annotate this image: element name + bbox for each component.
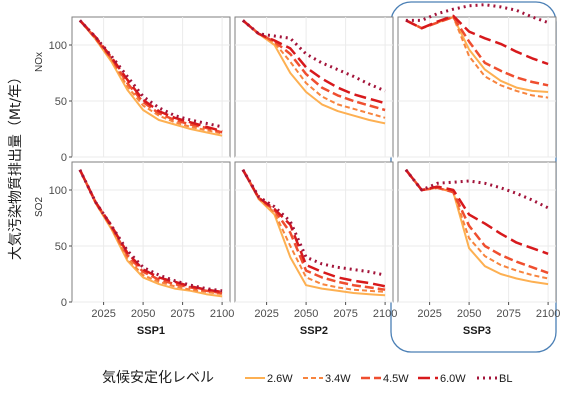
legend-label: 2.6W: [267, 373, 293, 385]
panel-frame: [397, 16, 557, 158]
x-tick-label: 2075: [333, 308, 357, 320]
y-tick-label: 0: [61, 297, 67, 309]
series-line-60w: [241, 169, 386, 288]
y-tick-label: 0: [61, 152, 67, 164]
legend-item-26w: 2.6W: [245, 373, 293, 385]
x-tick-label: 2100: [210, 308, 234, 320]
x-tick-label: 2025: [417, 308, 441, 320]
y-tick-label: 50: [55, 241, 67, 253]
panel-frame: [397, 161, 557, 303]
x-tick-label: 2050: [131, 308, 155, 320]
series-line-60w: [405, 14, 549, 66]
row-label-nox: NOx: [34, 52, 45, 72]
series-line-60w: [78, 19, 223, 133]
legend-item-bl: BL: [477, 373, 512, 385]
column-label-ssp1: SSP1: [137, 325, 165, 337]
series-line-26w: [79, 19, 223, 137]
series-line-45w: [78, 19, 223, 134]
legend-label: BL: [499, 373, 512, 385]
legend-label: 4.5W: [383, 373, 409, 385]
legend-title: 気候安定化レベル: [102, 370, 214, 386]
legend-item-45w: 4.5W: [361, 373, 409, 385]
series-line-26w: [242, 19, 386, 125]
legend-label: 3.4W: [325, 373, 351, 385]
x-tick-label: 2075: [496, 308, 520, 320]
series-line-bl: [404, 168, 549, 210]
panel-nox-ssp1: NOx: [34, 16, 231, 158]
series-line-34w: [242, 19, 386, 119]
legend-item-60w: 6.0W: [418, 373, 466, 385]
panel-so2-ssp3: [397, 161, 557, 303]
column-label-ssp2: SSP2: [300, 325, 328, 337]
x-tick-label: 2050: [457, 308, 481, 320]
panel-frame: [234, 161, 394, 303]
series-line-34w: [242, 169, 386, 293]
series-line-60w: [404, 169, 549, 255]
legend-item-34w: 3.4W: [303, 373, 351, 385]
y-tick-label: 50: [55, 96, 67, 108]
facet-panels: NOx SO2: [34, 1, 557, 353]
y-tick-label: 100: [49, 40, 67, 52]
row-label-so2: SO2: [34, 197, 45, 217]
legend: 気候安定化レベル 2.6W 3.4W 4.5W 6.0W BL: [102, 370, 512, 386]
legend-label: 6.0W: [440, 373, 466, 385]
series-line-bl: [405, 3, 549, 25]
x-tick-label: 2075: [170, 308, 194, 320]
series-line-34w: [79, 19, 223, 135]
axes: 0 50 100 0 50 100 2025 2050 2075 2100 SSP1 2025 2050…: [49, 40, 561, 337]
column-label-ssp3: SSP3: [463, 325, 491, 337]
y-axis-label: 大気汚染物質排出量（Mt/年）: [8, 70, 24, 260]
y-tick-label: 100: [49, 185, 67, 197]
panel-so2-ssp2: [234, 161, 394, 303]
series-line-bl: [78, 169, 223, 293]
panel-frame: [234, 16, 394, 158]
series-line-60w: [242, 19, 386, 105]
series-line-45w: [404, 169, 549, 275]
panel-nox-ssp3: [397, 3, 557, 158]
panel-nox-ssp2: [234, 16, 394, 158]
x-tick-label: 2100: [536, 308, 560, 320]
series-line-bl: [78, 19, 223, 129]
x-tick-label: 2100: [373, 308, 397, 320]
series-line-45w: [242, 19, 386, 112]
x-tick-label: 2050: [294, 308, 318, 320]
x-tick-label: 2025: [254, 308, 278, 320]
x-tick-label: 2025: [91, 308, 115, 320]
panel-so2-ssp1: SO2: [34, 161, 231, 303]
